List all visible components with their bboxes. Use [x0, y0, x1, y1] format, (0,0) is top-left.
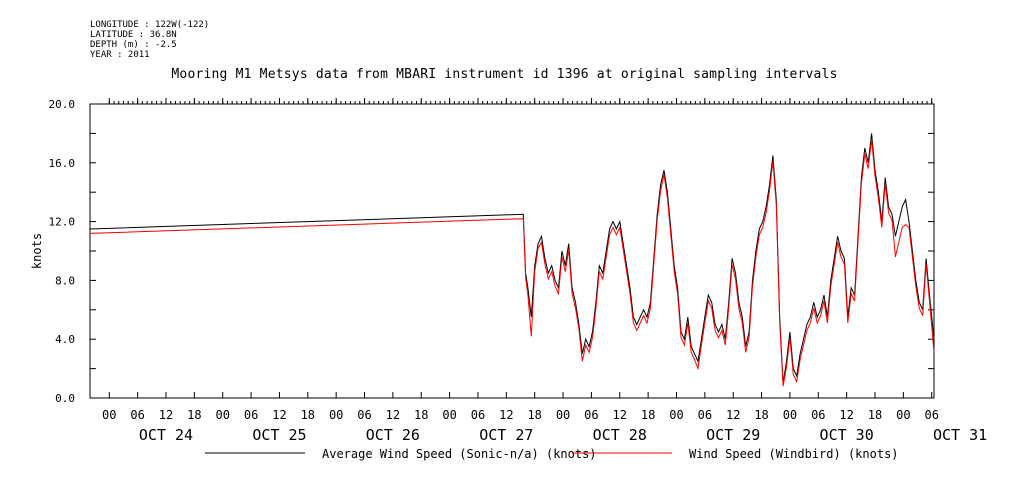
x-hour-label: 00 — [669, 408, 683, 422]
x-hour-label: 12 — [726, 408, 740, 422]
chart-title: Mooring M1 Metsys data from MBARI instru… — [171, 67, 838, 82]
x-day-label: OCT 30 — [820, 426, 874, 444]
series-line-average-wind — [89, 133, 935, 384]
x-hour-label: 12 — [159, 408, 173, 422]
series-line-windbird — [89, 139, 935, 387]
x-hour-label: 18 — [301, 408, 315, 422]
x-hour-label: 00 — [329, 408, 343, 422]
x-hour-label: 06 — [811, 408, 825, 422]
x-hour-label: 12 — [386, 408, 400, 422]
y-tick-label: 12.0 — [49, 216, 76, 229]
latitude-label: LATITUDE : 36.8N — [90, 30, 177, 40]
x-hour-label: 18 — [187, 408, 201, 422]
y-tick-label: 16.0 — [49, 157, 76, 170]
longitude-label: LONGITUDE : 122W(-122) — [90, 20, 210, 30]
x-hour-label: 18 — [527, 408, 541, 422]
x-hour-label: 06 — [244, 408, 258, 422]
x-hour-label: 00 — [783, 408, 797, 422]
y-tick-label: 0.0 — [55, 392, 75, 405]
x-hour-label: 18 — [754, 408, 768, 422]
metadata-block: LONGITUDE : 122W(-122) LATITUDE : 36.8N … — [90, 20, 209, 60]
x-hour-label: 00 — [896, 408, 910, 422]
x-day-label: OCT 31 — [933, 426, 987, 444]
depth-label: DEPTH (m) : -2.5 — [90, 40, 177, 50]
legend: Average Wind Speed (Sonic-n/a) (knots) W… — [205, 447, 899, 461]
x-hour-label: 12 — [499, 408, 513, 422]
x-hour-label: 06 — [130, 408, 144, 422]
x-hour-label: 06 — [471, 408, 485, 422]
y-tick-label: 4.0 — [55, 333, 75, 346]
x-hour-label: 18 — [641, 408, 655, 422]
x-hour-label: 18 — [868, 408, 882, 422]
x-hour-label: 06 — [357, 408, 371, 422]
y-axis-label: knots — [30, 233, 44, 269]
x-hour-label: 18 — [414, 408, 428, 422]
y-tick-label: 8.0 — [55, 274, 75, 287]
x-day-label: OCT 28 — [593, 426, 647, 444]
y-tick-label: 20.0 — [49, 98, 76, 111]
axes: 0.0 4.0 8.0 12.0 16.0 20.0 00 06 12 18 00 06 12 18 00 0… — [49, 98, 987, 444]
x-hour-label: 06 — [925, 408, 939, 422]
legend-label-average: Average Wind Speed (Sonic-n/a) (knots) — [322, 447, 597, 461]
x-day-label: OCT 24 — [139, 426, 193, 444]
x-hour-label: 12 — [839, 408, 853, 422]
x-hour-label: 00 — [102, 408, 116, 422]
plot-frame — [89, 103, 935, 399]
x-hour-label: 06 — [698, 408, 712, 422]
x-hour-label: 12 — [613, 408, 627, 422]
x-hour-label: 00 — [556, 408, 570, 422]
x-day-label: OCT 26 — [366, 426, 420, 444]
x-hour-label: 00 — [442, 408, 456, 422]
year-label: YEAR : 2011 — [90, 50, 150, 60]
x-hour-label: 00 — [215, 408, 229, 422]
legend-label-windbird: Wind Speed (Windbird) (knots) — [689, 447, 899, 461]
x-hour-label: 06 — [584, 408, 598, 422]
series-lines — [89, 133, 935, 387]
x-day-label: OCT 29 — [706, 426, 760, 444]
x-hour-label: 12 — [272, 408, 286, 422]
x-day-label: OCT 25 — [252, 426, 306, 444]
x-day-label: OCT 27 — [479, 426, 533, 444]
